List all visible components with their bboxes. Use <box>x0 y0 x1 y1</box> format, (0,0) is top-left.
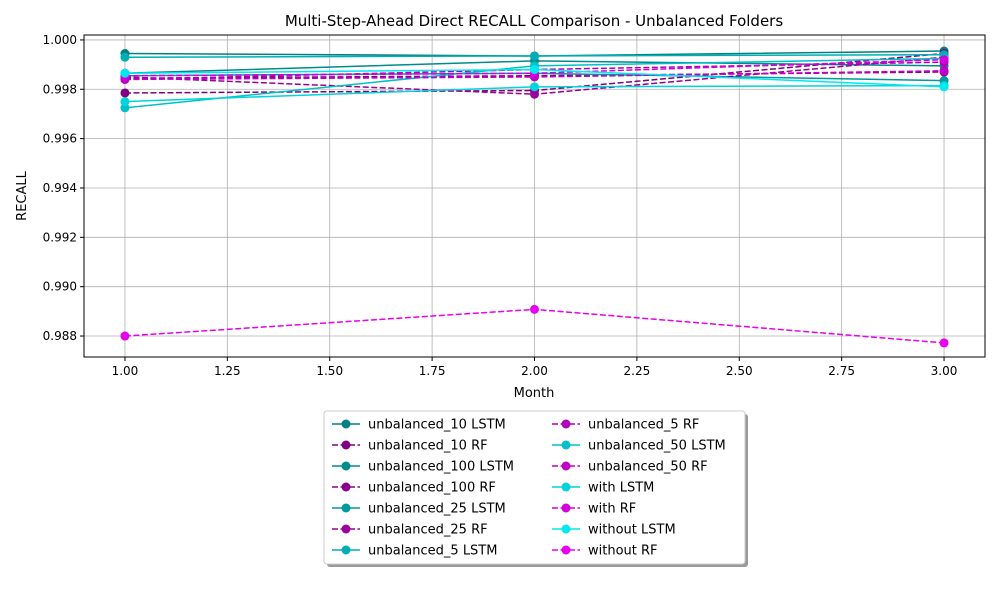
legend-item: unbalanced_50 RF <box>552 460 708 475</box>
legend-label: unbalanced_10 LSTM <box>368 418 506 433</box>
legend-item: with LSTM <box>552 481 654 496</box>
legend-label: unbalanced_50 LSTM <box>588 439 726 454</box>
data-point <box>530 89 539 99</box>
axes: 1.00 1.25 1.50 1.75 2.00 2.25 2.50 2.75 3.00 0.98… <box>43 33 986 378</box>
x-tick-label: 3.00 <box>931 364 958 378</box>
legend-item: unbalanced_100 LSTM <box>332 460 514 475</box>
y-tick-label: 0.998 <box>43 82 77 96</box>
data-point <box>120 52 130 62</box>
legend-marker <box>561 503 571 513</box>
series-lines <box>120 46 949 348</box>
legend-marker <box>341 524 351 534</box>
legend-label: unbalanced_100 RF <box>368 481 496 496</box>
legend-label: unbalanced_10 RF <box>368 439 488 454</box>
legend-label: unbalanced_25 LSTM <box>368 502 506 517</box>
grid <box>84 35 985 357</box>
y-tick-label: 0.994 <box>43 181 77 195</box>
data-point <box>939 55 949 65</box>
legend-item: unbalanced_25 RF <box>332 523 488 538</box>
data-point <box>530 65 539 75</box>
legend-marker <box>341 545 351 555</box>
x-tick-label: 1.75 <box>419 364 446 378</box>
legend-label: unbalanced_100 LSTM <box>368 460 514 475</box>
chart-title: Multi-Step-Ahead Direct RECALL Compariso… <box>285 12 784 30</box>
x-tick-label: 2.75 <box>828 364 855 378</box>
legend-label: without LSTM <box>588 523 676 538</box>
legend-item: unbalanced_10 RF <box>332 439 488 454</box>
data-point <box>939 66 949 76</box>
data-point <box>120 68 130 78</box>
y-tick-label: 1.000 <box>43 33 77 47</box>
data-point <box>530 51 539 61</box>
data-point <box>939 338 949 348</box>
legend-marker <box>561 524 571 534</box>
y-tick-label: 0.992 <box>43 230 77 244</box>
legend-item: without LSTM <box>552 523 676 538</box>
legend-item: unbalanced_25 LSTM <box>332 502 506 517</box>
legend-marker <box>561 545 571 555</box>
legend-item: unbalanced_5 LSTM <box>332 544 497 559</box>
data-point <box>120 97 130 107</box>
legend-item: with RF <box>552 502 636 517</box>
legend: unbalanced_10 LSTM unbalanced_10 RF unbala… <box>323 410 748 567</box>
y-tick-label: 0.990 <box>43 280 77 294</box>
legend-box <box>323 410 746 565</box>
x-tick-label: 2.00 <box>521 364 548 378</box>
data-point <box>120 331 130 341</box>
legend-label: with RF <box>588 502 636 517</box>
legend-item: unbalanced_100 RF <box>332 481 496 496</box>
x-axis-label: Month <box>514 386 555 401</box>
legend-item: without RF <box>552 544 658 559</box>
y-tick-label: 0.996 <box>43 132 77 146</box>
series-without-rf <box>120 304 949 348</box>
data-point <box>120 88 130 98</box>
legend-marker <box>341 440 351 450</box>
y-tick-label: 0.988 <box>43 329 77 343</box>
legend-marker <box>341 503 351 513</box>
legend-marker <box>341 419 351 429</box>
legend-marker <box>561 419 571 429</box>
legend-marker <box>561 482 571 492</box>
y-axis-label: RECALL <box>15 170 30 220</box>
x-tick-label: 1.25 <box>214 364 241 378</box>
legend-item: unbalanced_50 LSTM <box>552 439 726 454</box>
legend-marker <box>561 440 571 450</box>
data-point <box>530 304 539 314</box>
legend-item: unbalanced_5 RF <box>552 418 699 433</box>
x-tick-label: 2.50 <box>726 364 753 378</box>
data-point <box>120 103 130 113</box>
legend-marker <box>341 461 351 471</box>
x-tick-label: 2.25 <box>624 364 651 378</box>
legend-label: unbalanced_5 LSTM <box>368 544 497 559</box>
legend-label: with LSTM <box>588 481 654 496</box>
legend-item: unbalanced_10 LSTM <box>332 418 506 433</box>
legend-marker <box>341 482 351 492</box>
legend-marker <box>561 461 571 471</box>
legend-label: unbalanced_25 RF <box>368 523 488 538</box>
legend-label: unbalanced_5 RF <box>588 418 699 433</box>
data-point <box>939 82 949 92</box>
data-point <box>530 82 539 92</box>
legend-label: without RF <box>588 544 658 559</box>
x-tick-label: 1.50 <box>316 364 343 378</box>
series-without-lstm <box>120 65 949 92</box>
x-tick-label: 1.00 <box>112 364 139 378</box>
legend-label: unbalanced_50 RF <box>588 460 708 475</box>
